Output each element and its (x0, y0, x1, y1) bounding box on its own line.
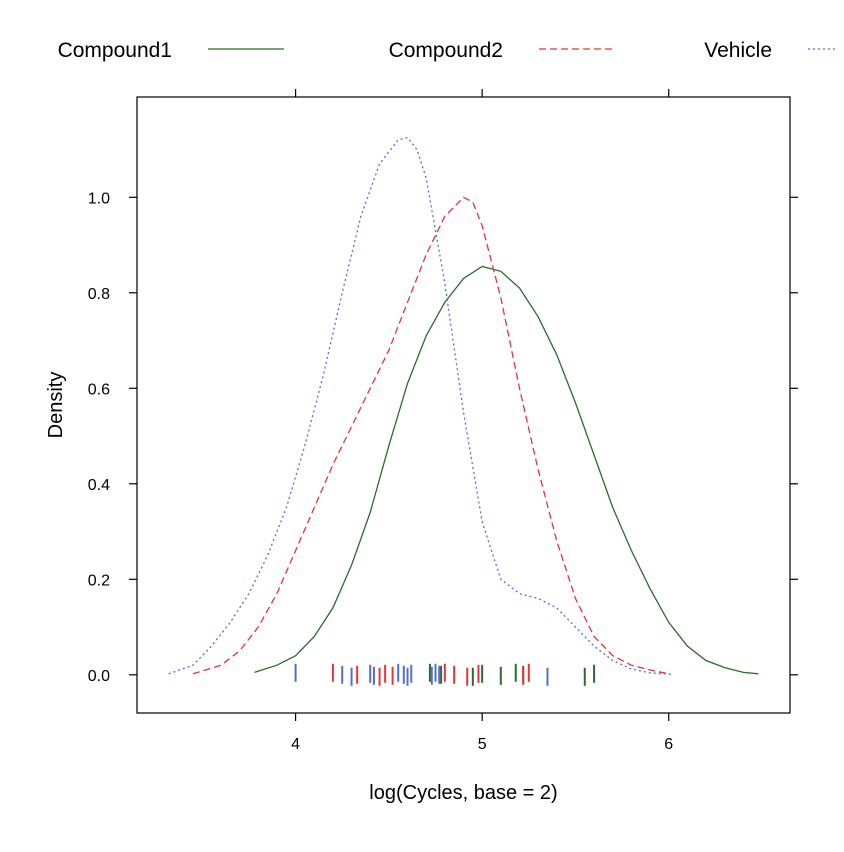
legend-label-compound1: Compound1 (58, 39, 172, 62)
axes: 4 5 6 0.0 0.2 0.4 0.6 0.8 1.0 (88, 89, 798, 753)
x-axis-label: log(Cycles, base = 2) (369, 782, 557, 804)
plot-frame (136, 96, 791, 714)
x-tick-label: 5 (478, 736, 487, 753)
curve-vehicle (168, 136, 673, 675)
curve-compound2 (192, 196, 669, 675)
legend-label-vehicle: Vehicle (704, 39, 772, 62)
y-tick-label: 0.6 (88, 381, 110, 398)
x-tick-label: 4 (291, 736, 300, 753)
legend: Compound1 Compound2 Vehicle (58, 39, 838, 62)
y-tick-label: 0.8 (88, 286, 110, 303)
legend-label-compound2: Compound2 (389, 39, 503, 62)
rug-marks (294, 663, 596, 686)
y-tick-label: 0.4 (88, 477, 110, 494)
y-tick-label: 0.0 (88, 668, 110, 685)
x-tick-label: 6 (664, 736, 673, 753)
density-curves (168, 136, 759, 675)
y-tick-label: 0.2 (88, 572, 110, 589)
y-tick-label: 1.0 (88, 190, 110, 207)
y-axis-label: Density (45, 372, 67, 439)
curve-compound1 (254, 265, 759, 675)
